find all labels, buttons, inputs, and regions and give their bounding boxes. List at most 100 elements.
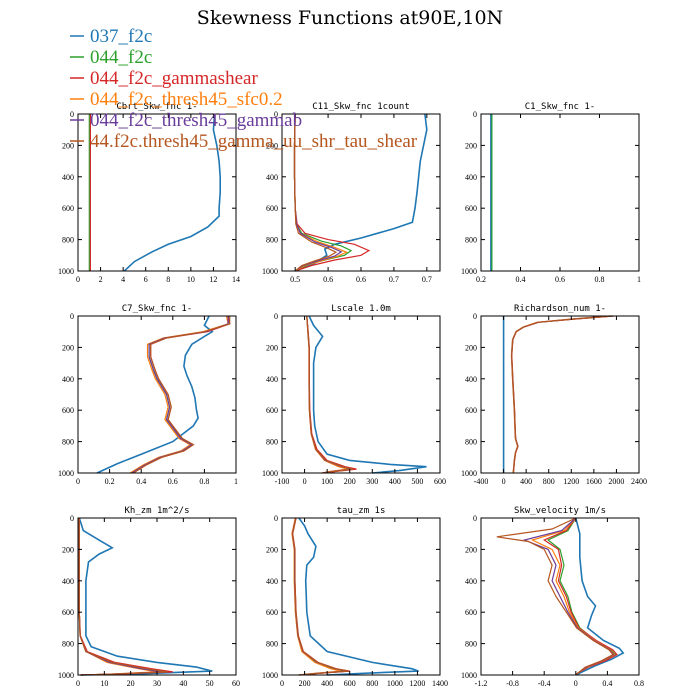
series-line-3 — [511, 315, 614, 474]
x-tick-label: 0 — [574, 679, 578, 688]
x-tick-label: 600 — [434, 477, 446, 486]
plot-frame — [281, 517, 441, 676]
x-tick-label: 1600 — [586, 477, 602, 486]
x-tick-label: 0 — [303, 477, 307, 486]
y-tick-label: 0 — [274, 312, 278, 321]
legend-label: 037_f2c — [90, 26, 152, 47]
panel-title: Richardson_num 1- — [514, 304, 606, 314]
y-tick-label: 200 — [266, 141, 278, 150]
x-tick-label: -1.2 — [475, 679, 488, 688]
panel-1: Cbrt_Skw_fnc 1- 0 2 4 6 8 10 12 14 0 200 400 600 800 1… — [58, 102, 240, 284]
x-tick-label: 12 — [209, 275, 217, 284]
y-tick-label: 800 — [266, 236, 278, 245]
y-tick-label: 400 — [266, 173, 278, 182]
series-line-6 — [291, 517, 349, 676]
panel-9: Skw_velocity 1m/s -1.2 -0.8 -0.4 0 0.4 0.8 0 200… — [461, 506, 644, 688]
y-tick-label: 800 — [62, 236, 74, 245]
y-tick-label: 200 — [465, 343, 477, 352]
y-tick-label: 800 — [266, 438, 278, 447]
series-line-4 — [530, 517, 616, 676]
x-tick-label: 1 — [234, 477, 238, 486]
series-line-1 — [78, 517, 213, 676]
series-line-5 — [291, 517, 348, 676]
legend: 037_f2c044_f2c044_f2c_gammashear044_f2c_… — [70, 26, 418, 152]
series-line-6 — [511, 315, 614, 474]
x-tick-label: 0.8 — [595, 275, 605, 284]
y-tick-label: 800 — [266, 640, 278, 649]
x-tick-label: 50 — [206, 679, 214, 688]
series-line-6 — [496, 517, 614, 676]
series-line-1 — [298, 517, 419, 676]
x-tick-label: 200 — [299, 679, 311, 688]
x-tick-label: 1 — [637, 275, 641, 284]
series-line-1 — [96, 315, 214, 474]
legend-label: 044_f2c_thresh45_sfc0.2 — [90, 89, 283, 110]
x-tick-label: 2400 — [631, 477, 647, 486]
panels: Cbrt_Skw_fnc 1-0 2 4 6 8 10 12 1402004006008001… — [58, 102, 647, 688]
panel-6: Richardson_num 1--400 0 400 800 1200 1600 2000… — [461, 304, 647, 486]
x-tick-label: 60 — [232, 679, 240, 688]
x-tick-label: 1200 — [409, 679, 425, 688]
legend-label: 044_f2c_thresh45_gammab — [90, 110, 302, 131]
y-tick-label: 1000 — [262, 671, 278, 680]
panel-8: tau_zm 1s 0 200 400 600 800 1000 1200 1400 0 200 40… — [262, 506, 448, 688]
x-tick-label: 1000 — [387, 679, 403, 688]
panel-3: C1_Skw_fnc 1- 0.2 0.4 0.6 0.8 1 0 200 400 600 800 1… — [461, 102, 641, 284]
y-tick-label: 0 — [70, 312, 74, 321]
x-tick-label: 100 — [321, 477, 333, 486]
x-tick-label: -0.4 — [538, 679, 551, 688]
series-line-1 — [308, 315, 427, 474]
y-tick-label: 0 — [274, 110, 278, 119]
series-line-5 — [510, 315, 612, 474]
plot-frame — [77, 113, 237, 272]
x-tick-label: 1400 — [432, 679, 448, 688]
plot-frame — [480, 517, 640, 676]
x-tick-label: 14 — [232, 275, 240, 284]
x-tick-label: 0.8 — [199, 477, 209, 486]
x-tick-label: 0.6 — [356, 275, 366, 284]
series-line-6 — [293, 113, 338, 272]
y-tick-label: 400 — [62, 173, 74, 182]
y-tick-label: 800 — [465, 236, 477, 245]
x-tick-label: 500 — [411, 477, 423, 486]
x-tick-label: 0.8 — [634, 679, 644, 688]
panel-title: tau_zm 1s — [337, 506, 386, 516]
x-tick-label: 800 — [543, 477, 555, 486]
y-tick-label: 800 — [465, 438, 477, 447]
y-tick-label: 1000 — [58, 469, 74, 478]
series-line-6 — [132, 316, 231, 474]
y-tick-label: 800 — [62, 640, 74, 649]
y-tick-label: 400 — [62, 375, 74, 384]
x-tick-label: 400 — [520, 477, 532, 486]
panel-title: C7_Skw_fnc 1- — [122, 304, 192, 314]
x-tick-label: 30 — [153, 679, 161, 688]
x-tick-label: -100 — [275, 477, 290, 486]
y-tick-label: 1000 — [262, 267, 278, 276]
y-tick-label: 600 — [465, 406, 477, 415]
x-tick-label: 4 — [121, 275, 125, 284]
series-line-3 — [132, 315, 231, 474]
x-tick-label: 0 — [76, 275, 80, 284]
panel-title: C1_Skw_fnc 1- — [525, 102, 595, 112]
x-tick-label: 0.6 — [555, 275, 565, 284]
x-tick-label: 0.7 — [389, 275, 399, 284]
x-tick-label: 6 — [144, 275, 148, 284]
x-tick-label: 1200 — [563, 477, 579, 486]
series-line-2 — [78, 518, 165, 676]
x-tick-label: 600 — [344, 679, 356, 688]
y-tick-label: 0 — [274, 514, 278, 523]
y-tick-label: 200 — [62, 343, 74, 352]
y-tick-label: 400 — [465, 375, 477, 384]
panel-title: Cbrt_Skw_fnc 1- — [116, 102, 197, 112]
y-tick-label: 200 — [62, 545, 74, 554]
plot-frame — [281, 315, 441, 474]
panel-title: C11_Skw_fnc 1count — [312, 102, 410, 112]
panel-title: Skw_velocity 1m/s — [514, 506, 606, 516]
x-tick-label: 0.5 — [290, 275, 300, 284]
y-tick-label: 1000 — [58, 267, 74, 276]
y-tick-label: 400 — [266, 375, 278, 384]
legend-label: 044_f2c — [90, 47, 152, 68]
y-tick-label: 200 — [465, 141, 477, 150]
panel-title: Kh_zm 1m^2/s — [124, 506, 189, 516]
